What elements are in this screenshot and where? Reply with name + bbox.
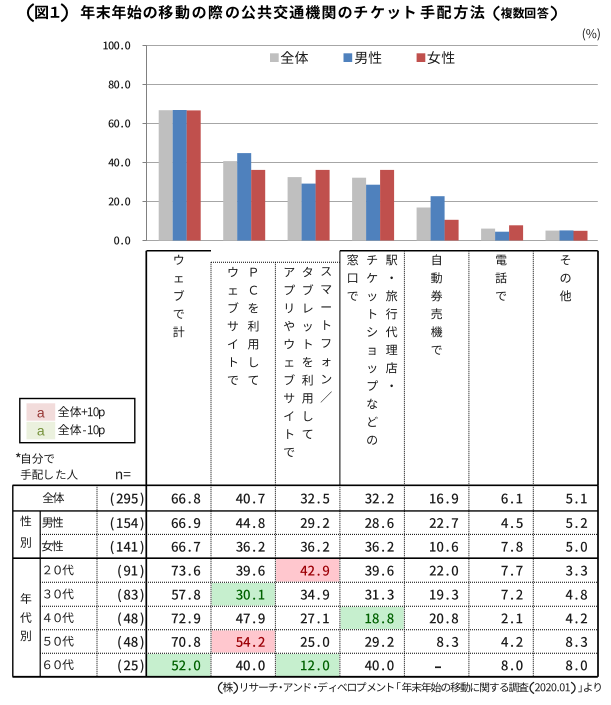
svg-text:a: a: [37, 404, 45, 420]
svg-text:a: a: [37, 423, 45, 439]
